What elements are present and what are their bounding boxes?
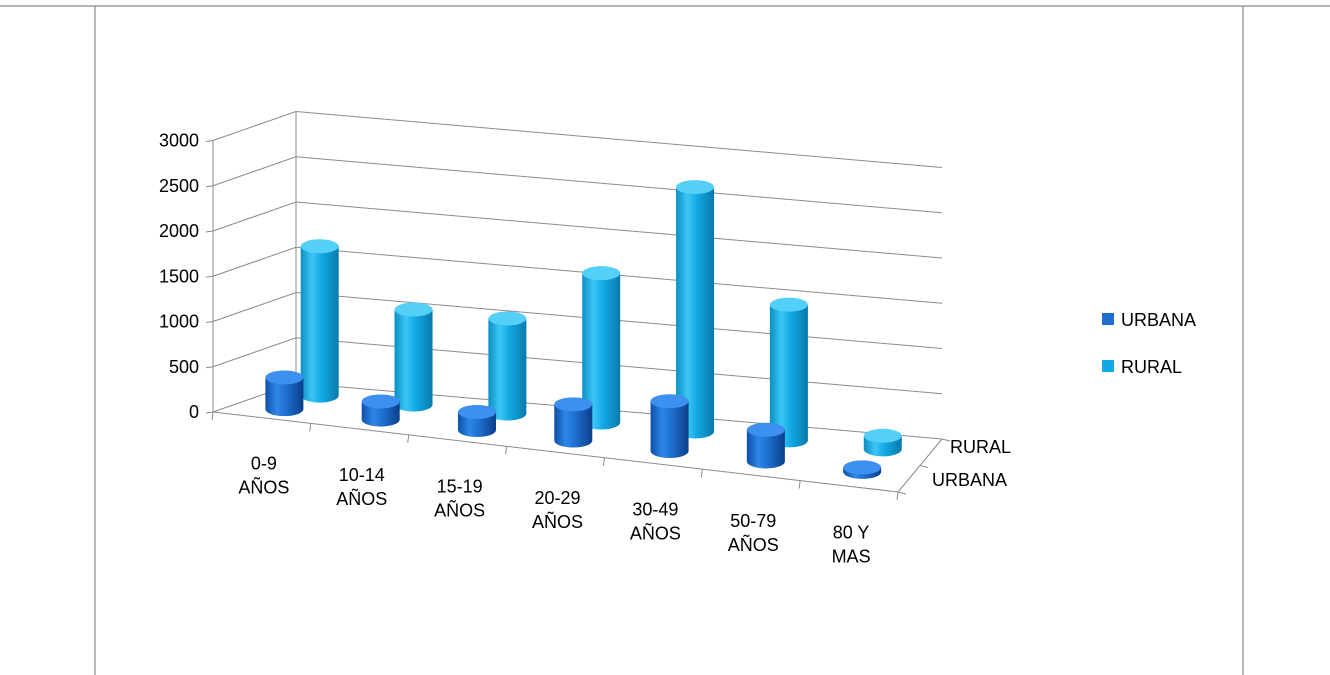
- y-tick-label: 500: [169, 357, 199, 377]
- y-tick-mark: [205, 230, 214, 233]
- axes: [205, 140, 951, 501]
- bar-urbana-15-19-anos-top: [457, 404, 496, 419]
- bar-urbana-10-14-anos-body: [361, 401, 400, 427]
- bar-rural-20-29-anos-body: [582, 273, 621, 430]
- bar-rural-10-14-anos-top: [394, 302, 433, 317]
- bar-urbana-15-19-anos: [457, 404, 496, 438]
- bar-urbana-0-9-anos-top: [265, 370, 304, 385]
- bar-rural-10-14-anos-body: [394, 309, 433, 412]
- bar-rural-10-14-anos: [394, 302, 433, 412]
- bar-urbana-10-14-anos-top: [361, 394, 400, 409]
- bar-rural-50-79-anos-body: [769, 304, 808, 448]
- legend-label-urbana: URBANA: [1121, 310, 1196, 330]
- x-tick-label-20-29-anos: 20-29 AÑOS: [532, 488, 583, 532]
- x-axis-line: [212, 411, 899, 493]
- bar-urbana-80-y-mas: [843, 460, 882, 479]
- bar-rural-15-19-anos: [488, 311, 527, 421]
- bar-rural-0-9-anos-body: [300, 246, 339, 403]
- bars: [265, 180, 902, 479]
- bar-rural-0-9-anos: [300, 239, 339, 403]
- bar-urbana-30-49-anos: [650, 394, 689, 458]
- bar-urbana-0-9-anos-body: [265, 377, 304, 417]
- bar-urbana-30-49-anos-top: [650, 394, 689, 409]
- bar-urbana-50-79-anos-body: [746, 429, 785, 469]
- bar-rural-80-y-mas-top: [863, 428, 902, 443]
- y-tick-labels: 0 500 1000 1500 2000 2500 3000: [159, 131, 199, 423]
- bar-urbana-20-29-anos: [554, 397, 593, 448]
- y-tick-mark: [205, 140, 214, 142]
- depth-tick-mark: [897, 491, 907, 495]
- x-tick-label-0-9-anos: 0-9 AÑOS: [238, 454, 289, 498]
- x-tick-label-80-y-mas: 80 Y MAS: [832, 522, 871, 566]
- bar-urbana-15-19-anos-body: [457, 411, 496, 438]
- depth-tick-mark: [919, 465, 929, 468]
- bar-rural-30-49-anos-top: [676, 180, 715, 195]
- x-tick-mark: [700, 469, 703, 478]
- bar-urbana-30-49-anos-body: [650, 401, 689, 458]
- depth-label-rural: RURAL: [950, 437, 1011, 457]
- x-tick-mark: [211, 411, 214, 421]
- bar-rural-15-19-anos-body: [488, 318, 527, 421]
- bar-rural-0-9-anos-top: [300, 239, 339, 254]
- y-tick-label: 1000: [159, 312, 199, 332]
- bar-rural-30-49-anos-body: [676, 187, 715, 439]
- bar-urbana-10-14-anos: [361, 394, 400, 427]
- legend-label-rural: RURAL: [1121, 357, 1182, 377]
- depth-tick-mark: [941, 438, 951, 442]
- y-tick-mark: [205, 411, 214, 414]
- y-tick-label: 3000: [159, 131, 199, 151]
- bar-urbana-50-79-anos: [746, 422, 785, 469]
- gridlines: [212, 110, 943, 440]
- depth-label-urbana: URBANA: [932, 470, 1007, 490]
- legend-swatch-urbana: [1102, 313, 1114, 325]
- x-tick-label-10-14-anos: 10-14 AÑOS: [336, 465, 387, 509]
- x-tick-mark: [896, 491, 899, 501]
- bar-rural-30-49-anos: [676, 180, 715, 439]
- x-tick-mark: [798, 480, 801, 489]
- bar-rural-50-79-anos: [769, 297, 808, 448]
- legend: URBANA RURAL: [1102, 310, 1196, 377]
- bar-urbana-50-79-anos-top: [746, 422, 785, 437]
- y-tick-mark: [205, 275, 214, 278]
- bar-urbana-20-29-anos-top: [554, 397, 593, 412]
- x-tick-labels: 0-9 AÑOS 10-14 AÑOS 15-19 AÑOS 20-29 AÑOS 30-49 A…: [238, 454, 870, 567]
- x-tick-mark: [602, 457, 605, 466]
- x-tick-mark: [309, 423, 312, 432]
- x-tick-label-50-79-anos: 50-79 AÑOS: [728, 511, 779, 555]
- bar-rural-50-79-anos-top: [769, 297, 808, 312]
- depth-axis-labels: RURAL URBANA: [932, 437, 1011, 490]
- bar-urbana-0-9-anos: [265, 370, 304, 417]
- bar-urbana-80-y-mas-top: [843, 460, 882, 475]
- bar-urbana-20-29-anos-body: [554, 404, 593, 448]
- y-tick-label: 2000: [159, 221, 199, 241]
- bar-rural-80-y-mas: [863, 428, 902, 457]
- y-tick-mark: [205, 366, 214, 369]
- x-tick-mark: [407, 434, 410, 443]
- y-tick-label: 1500: [159, 266, 199, 286]
- x-tick-label-30-49-anos: 30-49 AÑOS: [630, 499, 681, 543]
- x-tick-mark: [505, 446, 508, 455]
- bar-rural-15-19-anos-top: [488, 311, 527, 326]
- y-tick-mark: [205, 185, 214, 188]
- y-tick-mark: [205, 321, 214, 323]
- y-tick-label: 2500: [159, 176, 199, 196]
- legend-swatch-rural: [1102, 360, 1114, 372]
- bar-rural-20-29-anos: [582, 266, 621, 430]
- x-tick-label-15-19-anos: 15-19 AÑOS: [434, 477, 485, 521]
- y-tick-label: 0: [189, 402, 199, 422]
- bar-rural-20-29-anos-top: [582, 266, 621, 281]
